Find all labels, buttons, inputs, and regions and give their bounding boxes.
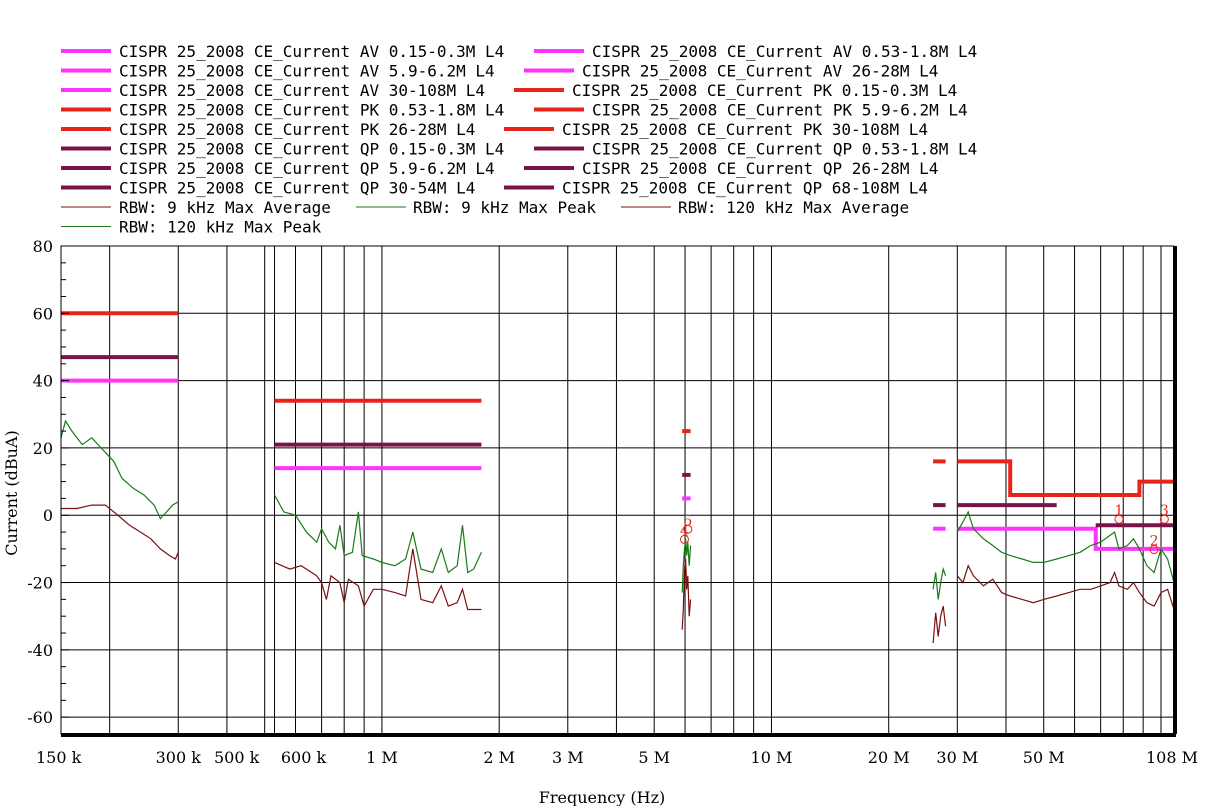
x-tick-label: 3 M	[552, 748, 584, 767]
legend-label: CISPR 25_2008 CE_Current QP 26-28M L4	[582, 159, 938, 178]
legend-label: RBW: 9 kHz Max Average	[119, 198, 331, 217]
legend-label: CISPR 25_2008 CE_Current QP 0.53-1.8M L4	[592, 140, 977, 159]
trace-line	[681, 558, 692, 630]
limit-lines	[61, 311, 1174, 551]
marker-label: 3	[1160, 503, 1169, 519]
marker-label: 1	[1114, 503, 1123, 519]
legend-label: CISPR 25_2008 CE_Current PK 5.9-6.2M L4	[592, 101, 968, 120]
legend-label: CISPR 25_2008 CE_Current PK 0.53-1.8M L4	[119, 101, 504, 120]
y-tick-label: -20	[27, 574, 53, 593]
legend-label: CISPR 25_2008 CE_Current AV 26-28M L4	[582, 62, 938, 81]
marker-symbol	[679, 534, 689, 544]
x-tick-label: 600 k	[281, 748, 327, 767]
trace-line	[932, 605, 947, 644]
legend-label: CISPR 25_2008 CE_Current AV 0.53-1.8M L4	[592, 42, 977, 61]
trace-line	[956, 564, 1175, 610]
marker-symbol	[1149, 545, 1159, 555]
y-tick-label: 20	[33, 439, 53, 458]
x-tick-label: 500 k	[214, 748, 260, 767]
x-axis-label: Frequency (Hz)	[539, 788, 666, 806]
x-tick-label: 150 k	[36, 748, 82, 767]
legend-label: CISPR 25_2008 CE_Current AV 30-108M L4	[119, 81, 485, 100]
grid	[60, 245, 1175, 734]
marker-symbol	[683, 524, 693, 534]
marker-symbol	[1114, 514, 1124, 524]
legend-label: CISPR 25_2008 CE_Current AV 0.15-0.3M L4	[119, 42, 504, 61]
trace-line	[61, 504, 179, 560]
y-tick-label: 80	[33, 237, 53, 256]
legend-label: CISPR 25_2008 CE_Current QP 0.15-0.3M L4	[119, 140, 504, 159]
legend: CISPR 25_2008 CE_Current AV 0.15-0.3M L4…	[61, 42, 977, 237]
legend-label: CISPR 25_2008 CE_Current QP 68-108M L4	[562, 179, 928, 198]
x-tick-label: 10 M	[751, 748, 793, 767]
marker-label: 5	[683, 513, 692, 529]
trace-line	[681, 538, 692, 593]
x-tick-label: 300 k	[156, 748, 202, 767]
x-tick-label: 2 M	[483, 748, 515, 767]
legend-label: CISPR 25_2008 CE_Current QP 5.9-6.2M L4	[119, 159, 495, 178]
y-tick-label: 60	[33, 304, 53, 323]
legend-label: CISPR 25_2008 CE_Current PK 30-108M L4	[562, 120, 928, 139]
trace-line	[932, 566, 947, 600]
legend-label: CISPR 25_2008 CE_Current AV 5.9-6.2M L4	[119, 62, 495, 81]
legend-label: RBW: 120 kHz Max Peak	[119, 218, 322, 237]
y-tick-label: -60	[27, 708, 53, 727]
legend-label: RBW: 9 kHz Max Peak	[413, 198, 596, 217]
trace-line	[273, 494, 482, 574]
legend-label: CISPR 25_2008 CE_Current PK 26-28M L4	[119, 120, 475, 139]
x-tick-label: 1 M	[366, 748, 398, 767]
limit-line	[957, 459, 1174, 497]
y-tick-label: 0	[43, 506, 53, 525]
trace-line	[60, 419, 179, 520]
trace-line	[956, 510, 1175, 583]
legend-label: RBW: 120 kHz Max Average	[678, 198, 909, 217]
x-tick-label: 30 M	[936, 748, 978, 767]
trace-line	[274, 548, 482, 611]
marker-label: 2	[1150, 534, 1159, 550]
axes: 80 60 40 20 0 -20 -40 -60 150 k 300 k 500 k 600 k 1 …	[27, 237, 1198, 767]
y-tick-label: 40	[33, 372, 53, 391]
y-tick-label: -40	[27, 641, 53, 660]
plot-frame	[60, 245, 1175, 735]
limit-line	[957, 526, 1174, 551]
marker-symbol	[1159, 514, 1169, 524]
measurement-traces	[60, 419, 1175, 644]
legend-label: CISPR 25_2008 CE_Current PK 0.15-0.3M L4	[572, 81, 957, 100]
x-tick-label: 108 M	[1146, 748, 1198, 767]
y-axis-label: Current (dBuA)	[2, 430, 21, 555]
legend-label: CISPR 25_2008 CE_Current QP 30-54M L4	[119, 179, 475, 198]
x-tick-label: 5 M	[638, 748, 670, 767]
x-tick-label: 20 M	[868, 748, 910, 767]
x-tick-label: 50 M	[1023, 748, 1065, 767]
